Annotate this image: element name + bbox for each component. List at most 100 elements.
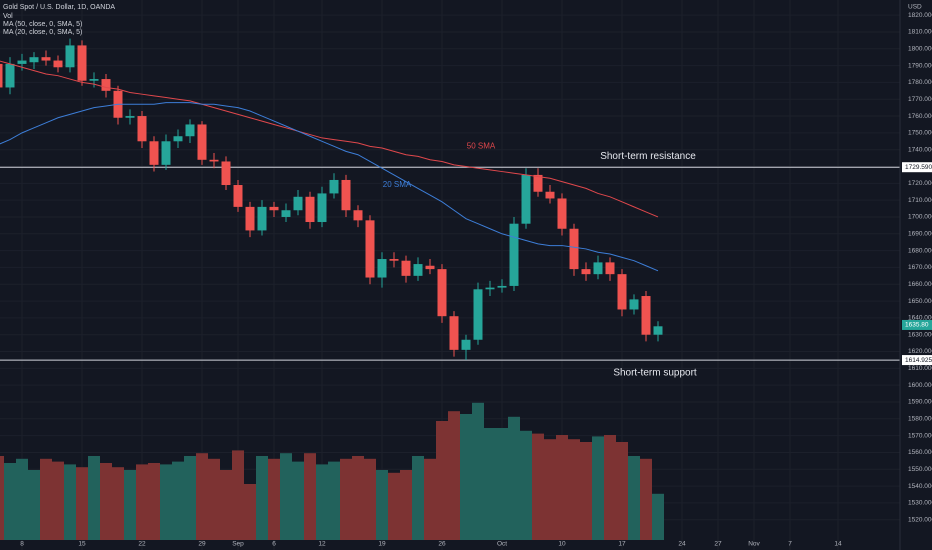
candle-body: [5, 63, 15, 88]
y-tick-label: 1590.000: [908, 399, 932, 406]
volume-bar: [364, 458, 376, 540]
volume-bar: [160, 464, 172, 540]
candle-body: [509, 223, 519, 286]
y-tick-label: 1690.000: [908, 231, 932, 238]
candle-body: [461, 339, 471, 350]
x-tick-label: Sep: [232, 541, 244, 548]
y-tick-label: 1650.000: [908, 298, 932, 305]
level-label: 1729.590: [905, 164, 932, 171]
volume-bar: [640, 458, 652, 540]
candle-body: [641, 296, 651, 335]
candle-body: [473, 289, 483, 340]
y-tick-label: 1640.000: [908, 315, 932, 322]
volume-bar: [256, 456, 268, 540]
y-tick-label: 1660.000: [908, 281, 932, 288]
chart-title: Gold Spot / U.S. Dollar, 1D, OANDA: [3, 4, 115, 11]
volume-bar: [292, 461, 304, 540]
volume-bar: [508, 416, 520, 540]
candle-body: [305, 196, 315, 223]
volume-bar: [544, 439, 556, 540]
x-tick-label: 22: [138, 541, 146, 548]
candle-body: [533, 174, 543, 192]
volume-bar: [100, 463, 112, 540]
volume-bar: [220, 470, 232, 540]
candle-body: [101, 79, 111, 91]
candle-body: [281, 210, 291, 217]
y-tick-label: 1610.000: [908, 365, 932, 372]
x-tick-label: 7: [788, 541, 792, 548]
volume-bar: [448, 411, 460, 540]
volume-bar: [652, 493, 664, 540]
x-tick-label: 19: [378, 541, 386, 548]
candle-body: [221, 161, 231, 186]
candle-body: [425, 265, 435, 270]
y-tick-label: 1800.000: [908, 45, 932, 52]
y-tick-label: 1540.000: [908, 483, 932, 490]
candle-body: [41, 57, 51, 61]
volume-bar: [556, 435, 568, 540]
volume-bar: [604, 435, 616, 540]
candle-body: [437, 269, 447, 317]
volume-bar: [628, 456, 640, 540]
y-tick-label: 1630.000: [908, 331, 932, 338]
candle-body: [257, 206, 267, 231]
y-tick-label: 1600.000: [908, 382, 932, 389]
y-tick-label: 1750.000: [908, 130, 932, 137]
y-tick-label: 1560.000: [908, 449, 932, 456]
candle-body: [617, 274, 627, 310]
candle-body: [161, 141, 171, 165]
volume-pane: [0, 402, 664, 540]
volume-bar: [496, 428, 508, 540]
volume-bar: [124, 470, 136, 540]
y-tick-label: 1740.000: [908, 146, 932, 153]
volume-bar: [244, 484, 256, 540]
volume-bar: [436, 421, 448, 540]
volume-bar: [424, 458, 436, 540]
y-tick-label: 1720.000: [908, 180, 932, 187]
candle-body: [233, 185, 243, 207]
volume-bar: [88, 456, 100, 540]
candle-body: [365, 220, 375, 278]
volume-bar: [52, 461, 64, 540]
y-tick-label: 1520.000: [908, 516, 932, 523]
x-tick-label: 6: [272, 541, 276, 548]
ma-label: 20 SMA: [383, 180, 412, 189]
volume-bar: [472, 402, 484, 540]
price-pane: Short-term resistance Short-term support 5…: [0, 38, 900, 379]
candle-body: [173, 136, 183, 142]
volume-bar: [520, 430, 532, 540]
y-tick-label: 1710.000: [908, 197, 932, 204]
candle-body: [269, 206, 279, 211]
volume-bar: [532, 433, 544, 540]
candle-body: [545, 191, 555, 199]
volume-bar: [340, 458, 352, 540]
volume-bar: [412, 456, 424, 540]
ma-line: [0, 60, 659, 218]
x-tick-label: 15: [78, 541, 86, 548]
volume-bar: [352, 456, 364, 540]
level-label-box: [902, 355, 932, 366]
ma-label: 50 SMA: [467, 141, 496, 150]
candle-body: [593, 262, 603, 275]
y-tick-label: 1550.000: [908, 466, 932, 473]
x-tick-label: Oct: [497, 541, 507, 548]
candle-body: [149, 141, 159, 165]
volume-bar: [592, 436, 604, 540]
y-tick-label: 1790.000: [908, 62, 932, 69]
candle-body: [401, 260, 411, 276]
volume-bar: [316, 464, 328, 540]
volume-bar: [376, 470, 388, 540]
volume-bar: [268, 458, 280, 540]
y-tick-label: 1770.000: [908, 96, 932, 103]
y-tick-label: 1580.000: [908, 416, 932, 423]
volume-bar: [232, 450, 244, 540]
volume-bar: [400, 470, 412, 540]
x-tick-label: Nov: [748, 541, 760, 548]
legend-line: MA (50, close, 0, SMA, 5): [3, 21, 82, 28]
candle-body: [0, 63, 3, 88]
level-label: 1614.925: [905, 357, 932, 364]
y-tick-label: 1530.000: [908, 500, 932, 507]
y-tick-label: 1780.000: [908, 79, 932, 86]
volume-bar: [304, 453, 316, 540]
